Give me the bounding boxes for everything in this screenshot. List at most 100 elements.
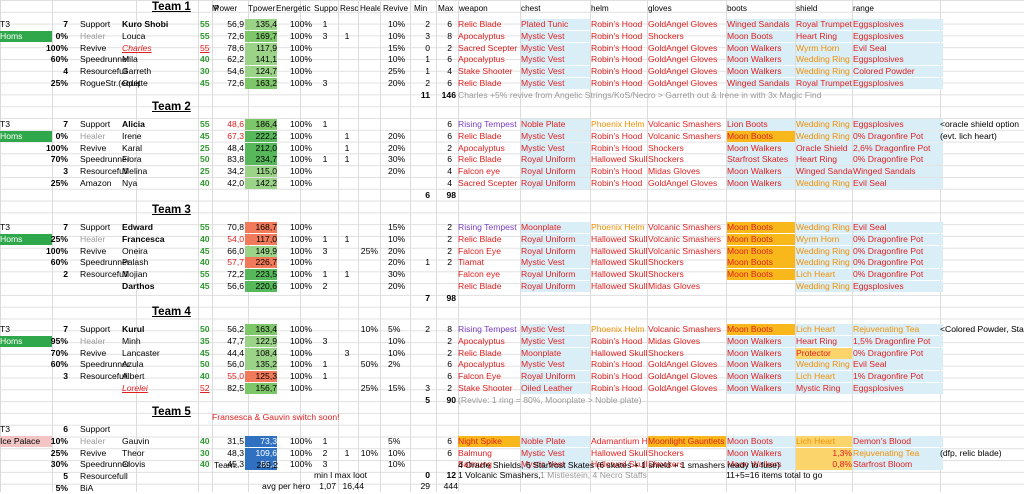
hero-max[interactable]: 2 [447, 348, 452, 358]
equip-rg[interactable]: 0% Dragonfire Pot [853, 131, 943, 142]
hero-revive[interactable]: 10% [388, 31, 406, 41]
equip-bt[interactable]: Moon Boots [727, 222, 795, 233]
equip-rg[interactable]: 0% Dragonfire Pot [853, 234, 943, 245]
hero-healer[interactable] [358, 19, 378, 30]
hero-energetic[interactable]: 100% [290, 31, 312, 41]
equip-wp[interactable]: Relic Blade [458, 131, 502, 141]
hero-power[interactable]: 56,9 [227, 19, 244, 29]
hero-name[interactable]: Azula [122, 359, 144, 369]
hero-energetic[interactable]: 100% [290, 448, 312, 458]
equip-rg[interactable]: Rejuvenating Tea [853, 448, 943, 459]
hero-healer[interactable] [358, 234, 378, 245]
hero-healer[interactable] [358, 166, 378, 177]
hero-tpower[interactable]: 186,4 [245, 119, 277, 130]
hero-count[interactable]: 5 [63, 471, 68, 481]
hero-power[interactable]: 70,8 [227, 222, 244, 232]
equip-wp[interactable]: Balmung [458, 459, 492, 469]
hero-support[interactable]: 1 [322, 359, 328, 369]
equip-bt[interactable]: Moon Boots [727, 257, 795, 268]
hero-count[interactable]: 100% [46, 43, 68, 53]
equip-wp[interactable]: Relic Blade [458, 78, 502, 88]
equip-wp[interactable]: Balmung [458, 448, 492, 458]
hero-level[interactable]: 40 [200, 234, 210, 244]
equip-bt[interactable]: Moon Walkers [727, 166, 795, 177]
hero-power[interactable]: 54,0 [227, 234, 244, 244]
hero-count[interactable]: 25% [50, 178, 68, 188]
equip-bt[interactable]: Moon Walkers [727, 348, 795, 359]
mistle-note[interactable]: 1 Mistlestein, 4 Necro Staffs [540, 470, 647, 480]
equip-sh[interactable]: Winged Sandals [796, 166, 852, 177]
equip-rg[interactable]: Eggsplosives [853, 54, 943, 65]
hero-support[interactable] [318, 383, 332, 394]
hero-support[interactable] [318, 178, 332, 189]
hero-power[interactable]: 56,0 [227, 359, 244, 369]
equip-rg[interactable]: Colored Powder [853, 66, 943, 77]
hero-count[interactable]: 25% [50, 448, 68, 458]
hero-support[interactable]: 1 [322, 234, 328, 244]
team-location[interactable]: Homs [0, 131, 52, 142]
team-title[interactable]: Team 5 [152, 406, 191, 418]
hero-support[interactable] [318, 43, 332, 54]
equip-bt[interactable]: Moon Boots [727, 234, 795, 245]
equip-rg[interactable]: Eggsplosives [853, 19, 943, 30]
equip-ch[interactable]: Royal Uniform [521, 166, 590, 177]
hero-name[interactable]: Melina [122, 166, 148, 176]
hero-tpower[interactable]: 222,2 [245, 131, 277, 142]
hero-revive[interactable]: 2% [388, 359, 401, 369]
hero-support[interactable]: 3 [322, 246, 328, 256]
equip-wp[interactable]: Rising Tempest [458, 119, 517, 129]
hero-role[interactable]: Resourcefull [80, 166, 128, 176]
equip-wp[interactable]: Sacred Scepter [458, 43, 518, 53]
hero-power[interactable]: 82,5 [227, 383, 244, 393]
sum-max[interactable]: 12 [446, 470, 456, 480]
equip-hm[interactable]: Hallowed Skull [591, 348, 647, 358]
hero-level[interactable]: 45 [200, 246, 210, 256]
hero-revive[interactable] [388, 471, 406, 482]
hero-power[interactable]: 48,3 [227, 448, 244, 458]
header-M[interactable]: M [212, 4, 219, 13]
hero-role[interactable]: Resourcefull [80, 66, 128, 76]
equip-hm[interactable]: Hallowed Skull [591, 234, 647, 244]
team-sum-max[interactable]: 90 [446, 395, 456, 405]
equip-ch[interactable]: Mystic Vest [521, 324, 590, 335]
hero-energetic[interactable]: 100% [290, 436, 312, 446]
hero-revive[interactable]: 20% [388, 143, 406, 153]
hero-count[interactable]: 70% [50, 154, 68, 164]
hero-healer[interactable] [358, 43, 378, 54]
equip-gl[interactable]: GoldAngel Gloves [648, 371, 718, 381]
equip-hm[interactable]: Hallowed Skull [591, 246, 647, 256]
equip-hm[interactable]: Robin's Hood [591, 19, 643, 29]
hero-count[interactable]: 25% [50, 234, 68, 244]
hero-tpower[interactable]: 135,4 [245, 19, 277, 30]
equip-rg[interactable]: Demon's Blood [853, 436, 943, 447]
hero-support[interactable] [318, 131, 332, 142]
equip-ch[interactable]: Oiled Leather [521, 383, 590, 394]
hero-power[interactable]: 42,0 [227, 178, 244, 188]
equip-gl[interactable]: Shockers [648, 31, 684, 41]
hero-resourceful[interactable] [340, 178, 354, 189]
hero-min[interactable] [414, 459, 430, 470]
hero-level[interactable]: 40 [200, 436, 210, 446]
hero-name[interactable]: Garreth [122, 66, 152, 76]
equip-hm[interactable]: Hallowed Skull [591, 269, 647, 279]
equip-ch[interactable]: Noble Plate [521, 436, 590, 447]
hero-name[interactable]: Fiora [122, 154, 142, 164]
equip-rg[interactable]: 0% Dragonfire Pot [853, 257, 943, 268]
hero-resourceful[interactable] [340, 166, 354, 177]
hero-revive[interactable]: 10% [388, 459, 406, 469]
equip-ch[interactable]: Mystic Vest [521, 31, 590, 42]
equip-rg[interactable]: Eggsplosives [853, 119, 943, 130]
hero-support[interactable]: 2 [322, 448, 328, 458]
equip-hm[interactable]: Robin's Hood [591, 178, 643, 188]
hero-count[interactable]: 7 [63, 324, 68, 334]
hero-level[interactable]: 25 [200, 143, 210, 153]
team-title[interactable]: Team 2 [152, 101, 191, 113]
hero-tpower[interactable]: 135,2 [245, 359, 277, 370]
equip-rg[interactable] [853, 483, 943, 494]
hero-tpower[interactable]: 149,9 [245, 246, 277, 257]
equip-hm[interactable] [591, 424, 647, 435]
hero-name[interactable]: Charles [122, 43, 152, 53]
team-label[interactable]: Team: [214, 460, 238, 470]
hero-max[interactable]: 8 [447, 324, 452, 334]
equip-bt[interactable]: Winged Sandals [727, 78, 795, 89]
